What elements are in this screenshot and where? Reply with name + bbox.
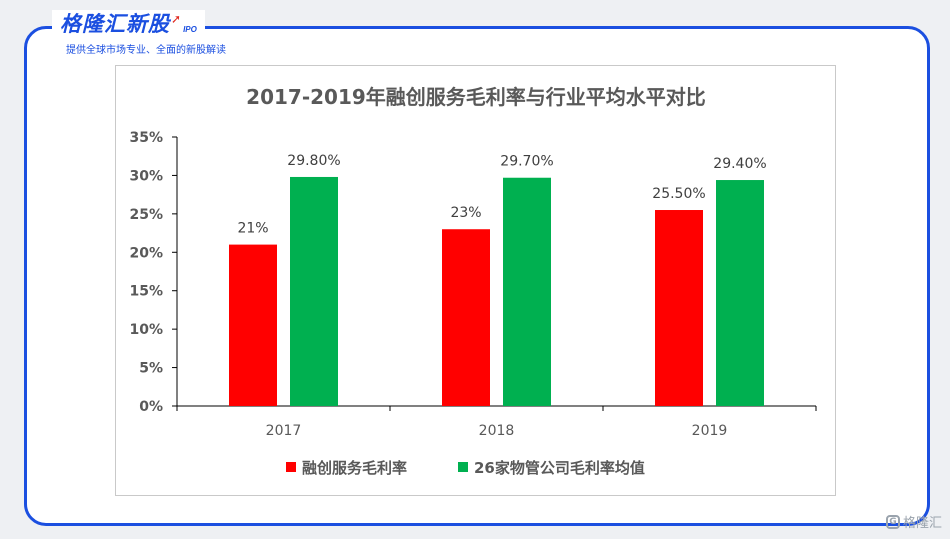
bar-1 bbox=[229, 244, 277, 406]
legend-label: 融创服务毛利率 bbox=[302, 459, 407, 477]
x-axis: 2017 2018 2019 bbox=[176, 405, 817, 439]
legend-label: 26家物管公司毛利率均值 bbox=[474, 459, 645, 477]
bar-1 bbox=[655, 210, 703, 406]
brand-tagline: 提供全球市场专业、全面的新股解读 bbox=[62, 41, 230, 56]
y-tick-label: 35% bbox=[129, 130, 163, 146]
data-label: 25.50% bbox=[652, 186, 705, 202]
data-label: 23% bbox=[450, 205, 481, 221]
y-tick-label: 30% bbox=[129, 168, 163, 184]
x-tick-label: 2018 bbox=[479, 423, 515, 439]
brand-name: 格隆汇新股 bbox=[60, 12, 170, 36]
y-tick-label: 0% bbox=[139, 399, 163, 415]
brand-logo: 格隆汇新股 ➚ IPO bbox=[52, 10, 205, 40]
y-tick-label: 15% bbox=[129, 284, 163, 300]
x-tick-label: 2019 bbox=[692, 423, 728, 439]
data-label: 29.80% bbox=[287, 153, 340, 169]
bar-2 bbox=[290, 176, 338, 406]
y-tick-label: 20% bbox=[129, 245, 163, 261]
y-axis: 0% 5% 10% 15% 20% 25% 30% 35% bbox=[129, 130, 178, 415]
watermark-text: 格隆汇 bbox=[902, 516, 942, 531]
watermark: G 格隆汇 bbox=[885, 512, 942, 531]
brand-logo-icon: G bbox=[885, 514, 900, 529]
bar-1 bbox=[442, 229, 490, 406]
brand-sub: IPO bbox=[183, 25, 197, 34]
bar-2 bbox=[716, 180, 764, 406]
chart-title: 2017-2019年融创服务毛利率与行业平均水平对比 bbox=[246, 85, 706, 109]
bar-2 bbox=[503, 177, 551, 406]
legend-swatch bbox=[286, 462, 296, 472]
y-tick-label: 25% bbox=[129, 207, 163, 223]
brand-arrow-icon: ➚ bbox=[171, 12, 182, 26]
data-label: 29.40% bbox=[713, 156, 766, 172]
bar-chart: 2017-2019年融创服务毛利率与行业平均水平对比 0% 5% 10% 15% 20%… bbox=[129, 85, 817, 477]
legend-swatch bbox=[458, 462, 468, 472]
chart-container: 2017-2019年融创服务毛利率与行业平均水平对比 0% 5% 10% 15% 20%… bbox=[115, 65, 836, 496]
y-tick-label: 10% bbox=[129, 322, 163, 338]
legend: 融创服务毛利率 26家物管公司毛利率均值 bbox=[286, 459, 645, 477]
x-tick-label: 2017 bbox=[266, 423, 302, 439]
data-label: 29.70% bbox=[500, 154, 553, 170]
y-tick-label: 5% bbox=[139, 361, 163, 377]
data-label: 21% bbox=[237, 221, 268, 237]
bars: 21% 29.80% 23% 29.70% 25.50% 29.40% bbox=[229, 153, 767, 406]
